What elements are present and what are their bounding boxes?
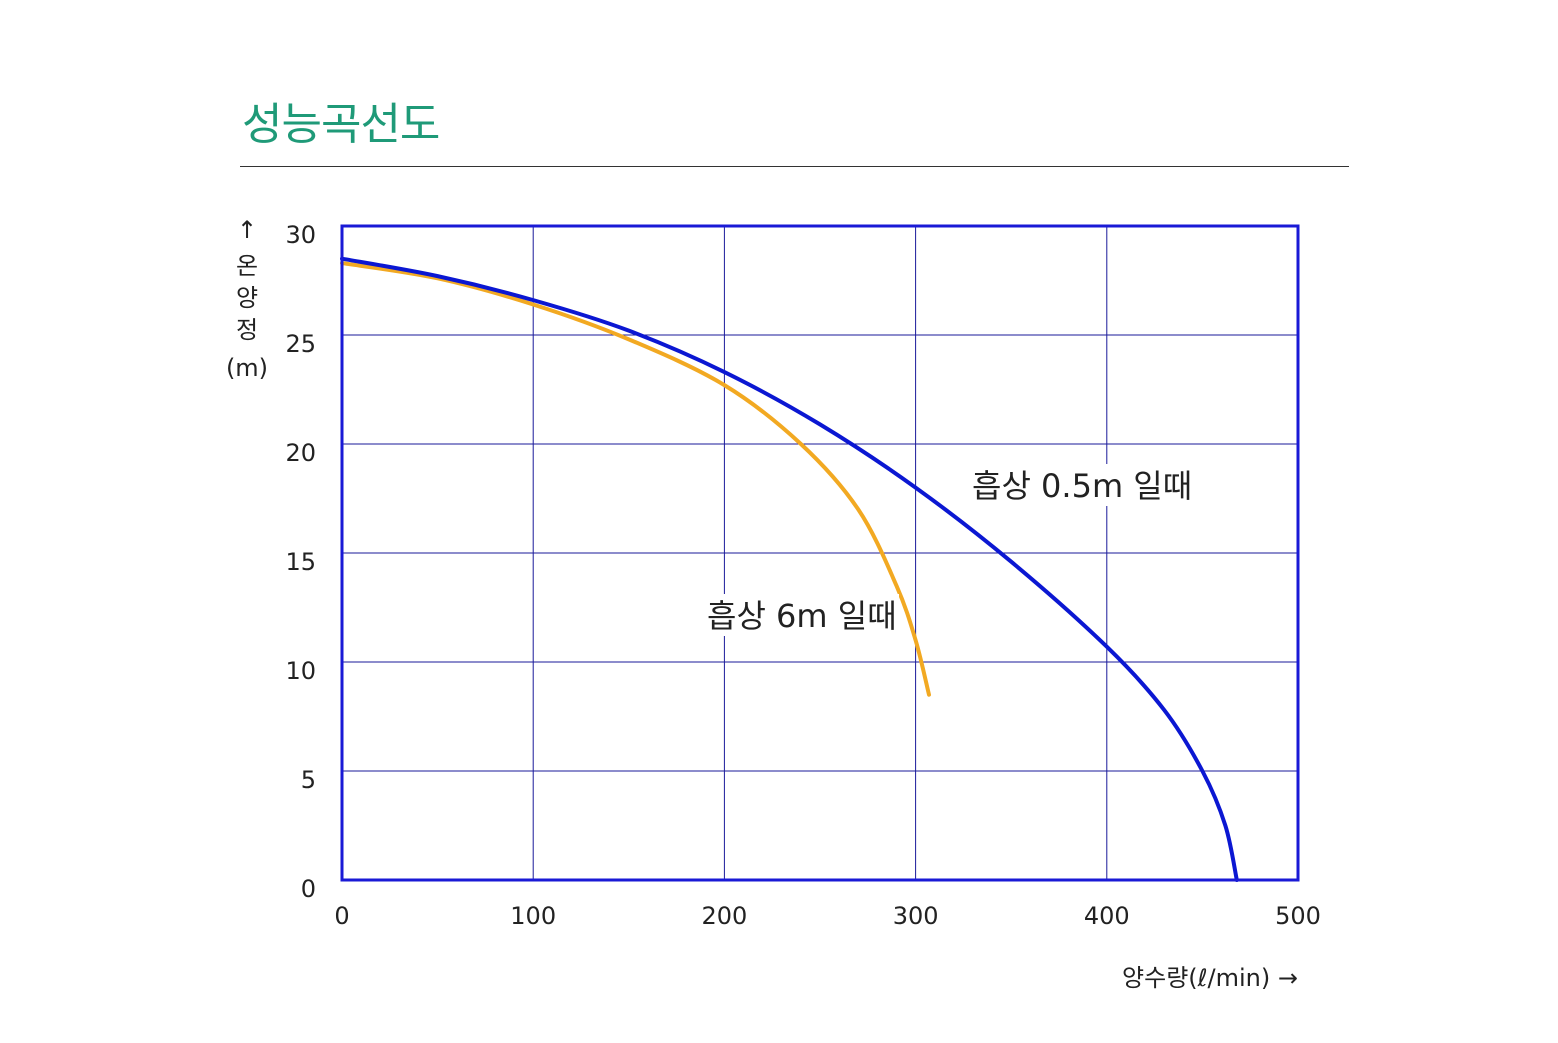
- page-title: 성능곡선도: [242, 99, 440, 150]
- y-tick-label: 0: [301, 875, 316, 903]
- y-axis-label-part: 온: [236, 252, 258, 280]
- y-tick-label: 15: [285, 548, 316, 576]
- series-annotation-0: 흡상 0.5m 일때: [972, 467, 1192, 505]
- y-axis-label-part: (m): [226, 354, 268, 382]
- annotation-background: [968, 464, 1186, 506]
- y-tick-labels: 0 5 10 15 20 25 30: [285, 221, 316, 903]
- x-tick-label: 400: [1084, 902, 1130, 930]
- y-tick-label: 20: [285, 439, 316, 467]
- x-tick-label: 0: [334, 902, 349, 930]
- plot-frame: [340, 224, 1300, 882]
- grid: [342, 226, 1298, 880]
- x-axis-label: 양수량(ℓ/min) →: [1122, 964, 1298, 992]
- y-tick-label: 30: [285, 221, 316, 249]
- x-tick-label: 300: [893, 902, 939, 930]
- y-tick-label: 10: [285, 657, 316, 685]
- y-axis-label: ↑ 온양정 (m): [226, 216, 268, 382]
- title-divider: [240, 166, 1349, 167]
- series-annotation-1: 흡상 6m 일때: [707, 597, 897, 635]
- y-axis-label-part: 정: [236, 316, 258, 344]
- series-line-0: [340, 256, 1239, 882]
- x-tick-label: 500: [1275, 902, 1321, 930]
- y-tick-label: 25: [285, 330, 316, 358]
- series-lines: [340, 256, 1239, 882]
- x-tick-label: 100: [510, 902, 556, 930]
- x-tick-label: 200: [701, 902, 747, 930]
- x-tick-labels: 0 100 200 300 400 500: [334, 902, 1321, 930]
- y-axis-label-part: ↑: [237, 216, 257, 244]
- series-line-1: [340, 261, 931, 697]
- y-axis-label-part: 양: [236, 284, 258, 312]
- y-tick-label: 5: [301, 766, 316, 794]
- annotation-background: [703, 594, 899, 636]
